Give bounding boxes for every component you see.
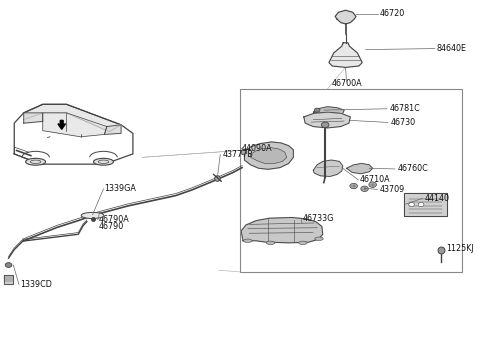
Polygon shape	[405, 193, 447, 216]
Ellipse shape	[243, 239, 252, 242]
Circle shape	[322, 122, 329, 128]
Polygon shape	[4, 275, 13, 284]
Text: 46733G: 46733G	[303, 214, 334, 223]
Text: 46760C: 46760C	[398, 165, 429, 173]
Polygon shape	[58, 120, 65, 129]
Text: 46790: 46790	[99, 222, 124, 231]
Ellipse shape	[315, 237, 323, 240]
Polygon shape	[43, 113, 107, 137]
Circle shape	[5, 263, 12, 267]
Polygon shape	[14, 104, 133, 164]
Polygon shape	[313, 160, 343, 176]
Polygon shape	[329, 43, 362, 67]
Text: 46710A: 46710A	[360, 175, 390, 184]
Circle shape	[418, 202, 424, 207]
Polygon shape	[24, 113, 43, 123]
Ellipse shape	[266, 241, 275, 245]
Circle shape	[408, 202, 414, 207]
Polygon shape	[304, 112, 350, 128]
Text: 46781C: 46781C	[389, 104, 420, 113]
Bar	[240, 89, 462, 272]
Circle shape	[361, 186, 368, 192]
Text: 46700A: 46700A	[331, 79, 362, 88]
Text: 1125KJ: 1125KJ	[446, 245, 474, 253]
Polygon shape	[335, 10, 356, 24]
Text: 46720: 46720	[380, 9, 405, 18]
Circle shape	[314, 108, 320, 112]
Polygon shape	[313, 107, 344, 114]
Text: 43709: 43709	[380, 185, 405, 194]
Text: 84640E: 84640E	[437, 44, 467, 53]
Ellipse shape	[81, 212, 104, 219]
Text: 44090A: 44090A	[241, 144, 272, 153]
Text: 1339GA: 1339GA	[105, 184, 136, 193]
Text: 43777B: 43777B	[222, 150, 253, 159]
Polygon shape	[244, 142, 293, 169]
Text: 46730: 46730	[390, 118, 415, 127]
Polygon shape	[347, 163, 372, 174]
Polygon shape	[251, 148, 287, 163]
Text: 46790A: 46790A	[99, 215, 130, 224]
Polygon shape	[105, 125, 121, 134]
Ellipse shape	[299, 241, 307, 245]
Circle shape	[369, 182, 376, 187]
Polygon shape	[24, 104, 121, 132]
Polygon shape	[241, 149, 247, 155]
Text: 44140: 44140	[425, 194, 450, 203]
Circle shape	[350, 183, 358, 189]
Ellipse shape	[25, 158, 46, 165]
Polygon shape	[241, 218, 323, 243]
Ellipse shape	[94, 158, 113, 165]
Text: 1339CD: 1339CD	[20, 280, 52, 289]
